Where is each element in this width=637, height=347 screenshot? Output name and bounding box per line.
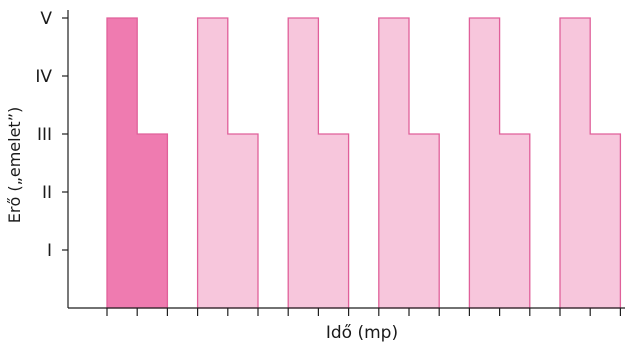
y-axis-label: Erő („emelet”) (5, 107, 24, 223)
x-axis-label: Idő (mp) (326, 323, 398, 343)
pulse-bar-2 (196, 17, 259, 309)
pulse-bar-1 (106, 17, 169, 309)
y-tick-label: V (40, 9, 52, 29)
pulse-bar-6 (559, 17, 622, 309)
y-tick-label: III (37, 125, 52, 145)
y-tick-label: I (47, 241, 52, 261)
x-ticks (106, 308, 622, 316)
pulse-bar-4 (378, 17, 440, 309)
y-tick-label: IV (35, 67, 52, 87)
pulse-bar-5 (468, 17, 531, 309)
pulse-bar-3 (287, 17, 350, 309)
y-tick-label: II (42, 183, 52, 203)
axes (67, 10, 625, 309)
pulse-bars (106, 17, 622, 309)
